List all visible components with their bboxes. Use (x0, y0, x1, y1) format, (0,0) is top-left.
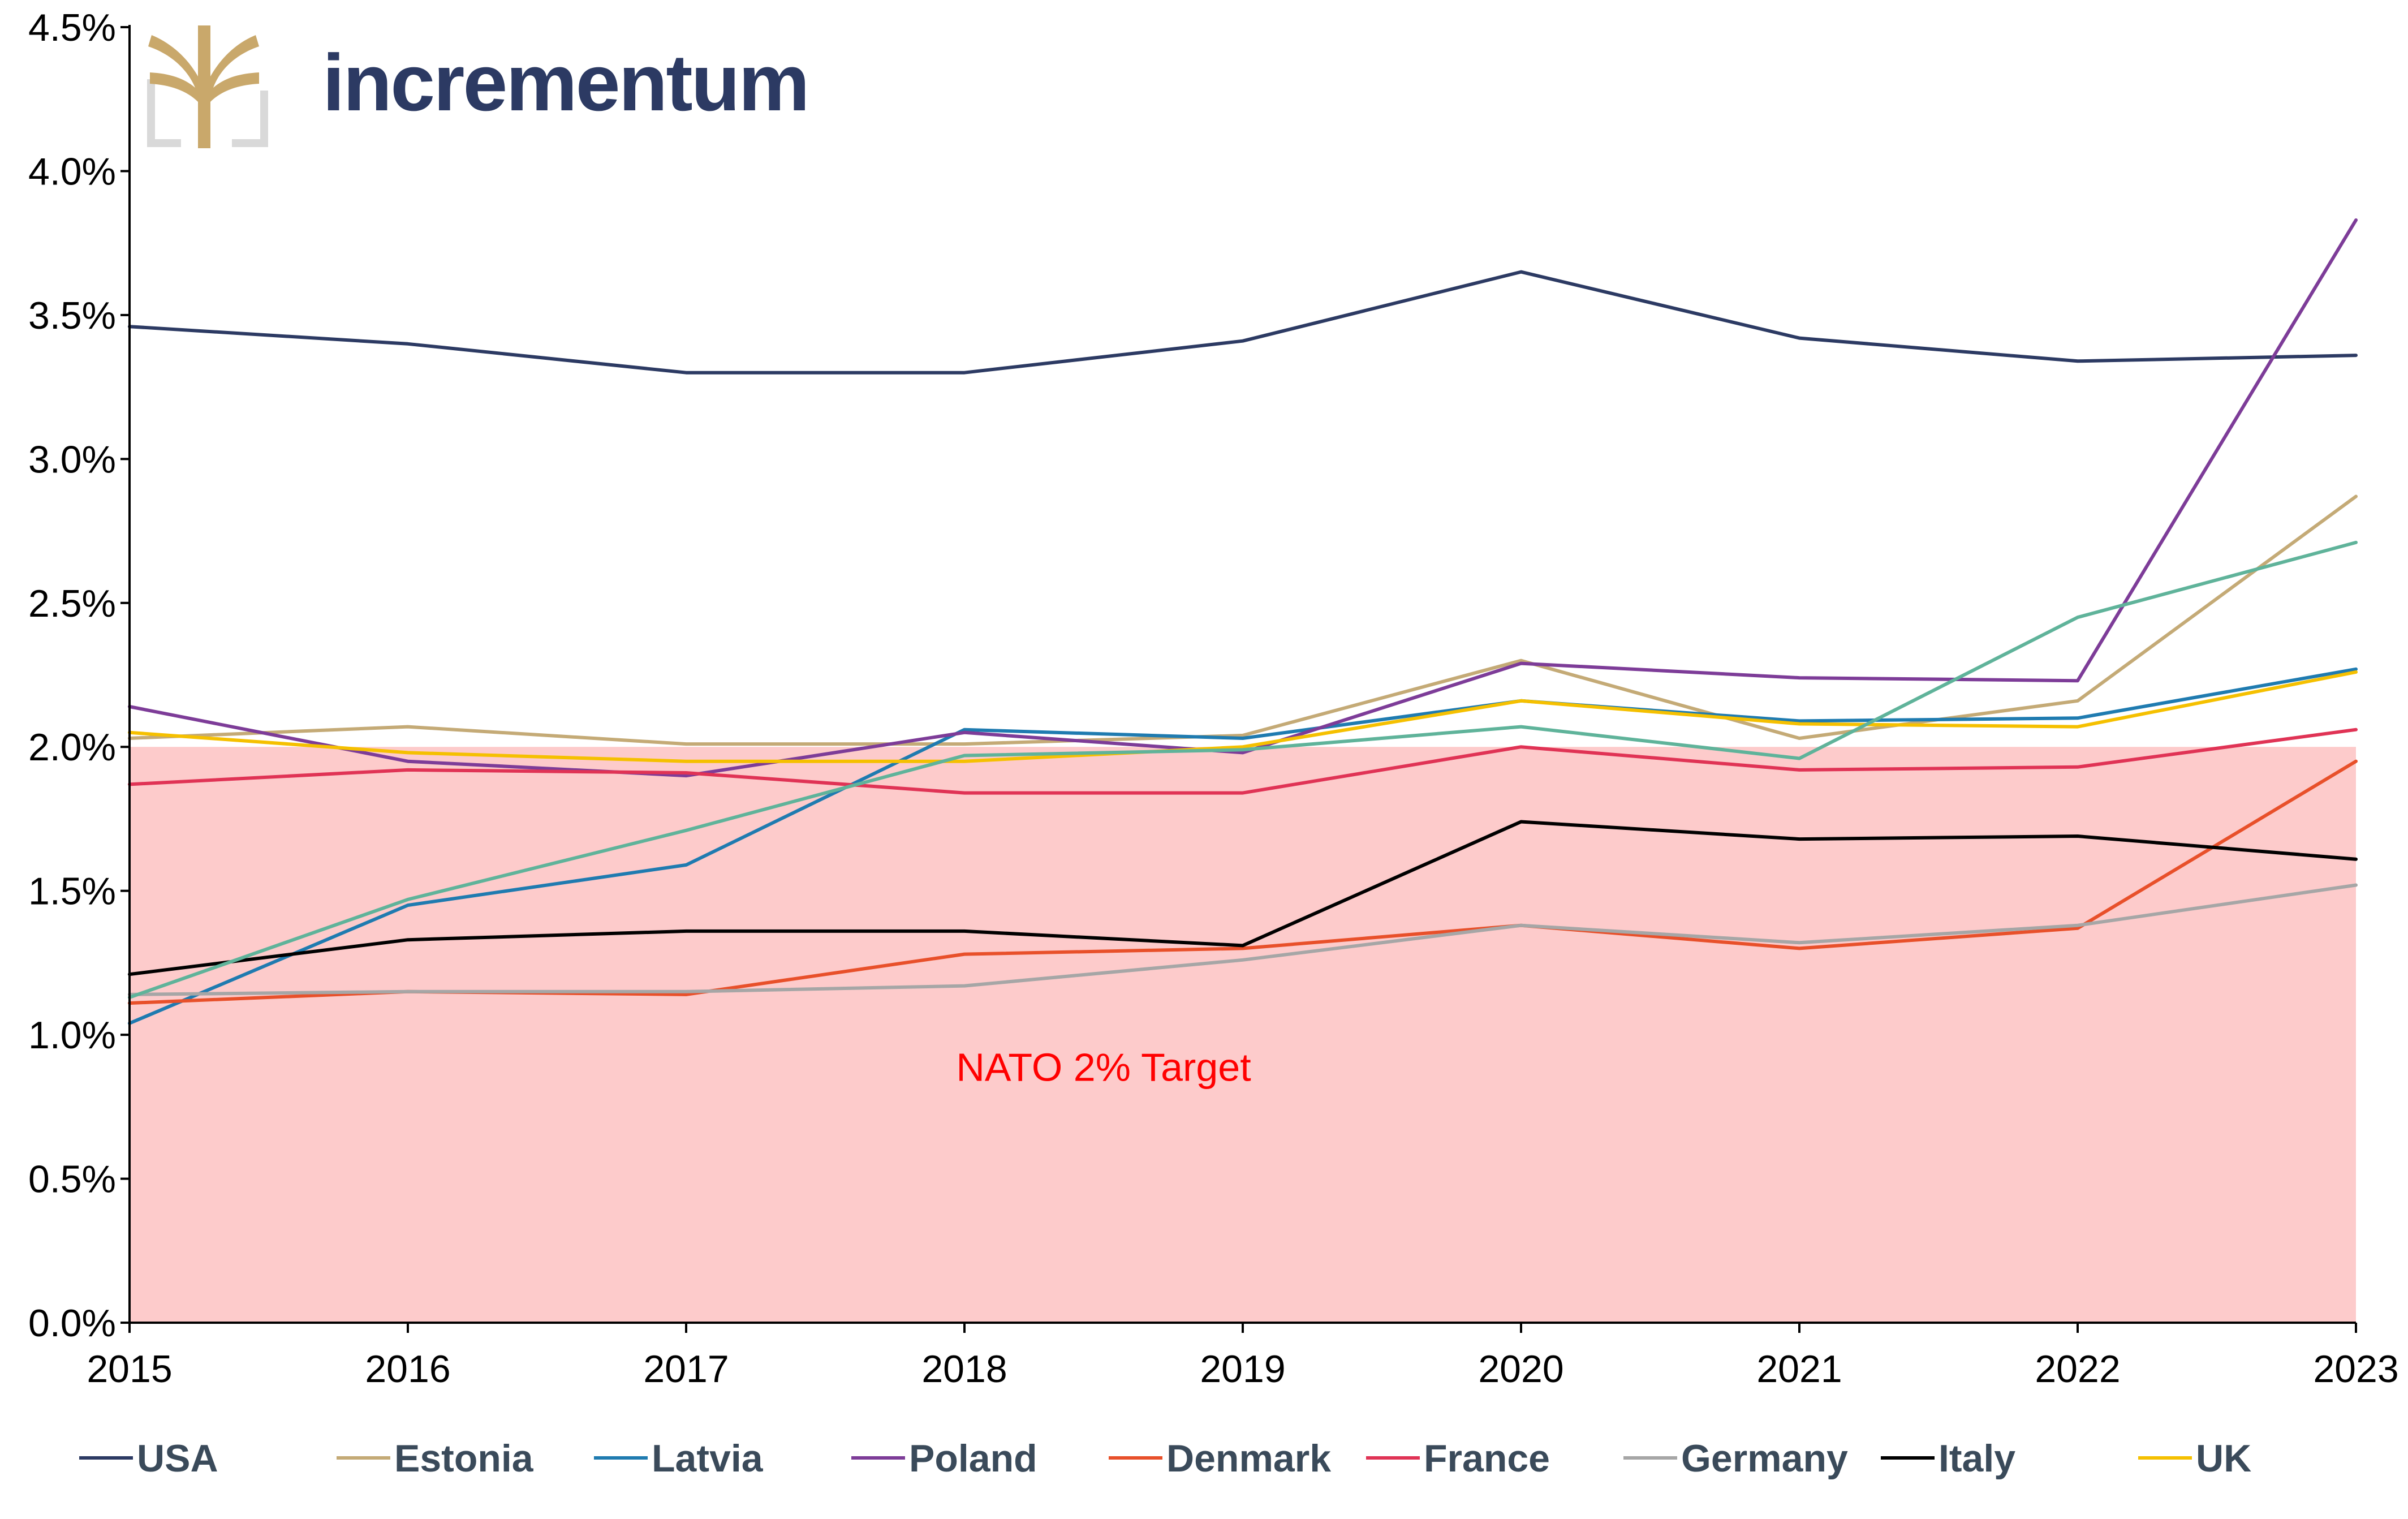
x-tick-label: 2018 (921, 1348, 1007, 1391)
series-line-poland (128, 218, 2358, 778)
series-line-estonia (128, 494, 2358, 746)
y-tick-label: 3.0% (28, 438, 116, 481)
y-tick-label: 3.5% (28, 294, 116, 337)
x-tick-label: 2016 (365, 1348, 450, 1391)
y-tick-label: 2.0% (28, 726, 116, 769)
y-tick-label: 0.0% (28, 1302, 116, 1345)
legend: USA Estonia Latvia Poland Denmark France Germa… (79, 1437, 2251, 1480)
x-tick-label: 2019 (1200, 1348, 1285, 1391)
legend-label-germany: Germany (1681, 1437, 1848, 1480)
y-tick-label: 1.0% (28, 1014, 116, 1057)
series-line-unlabeled-9 (128, 540, 2358, 999)
x-tick-label: 2017 (643, 1348, 729, 1391)
y-tick-label: 0.5% (28, 1158, 116, 1201)
legend-label-italy: Italy (1939, 1437, 2015, 1480)
legend-label-uk: UK (2196, 1437, 2251, 1480)
x-tick-label: 2021 (1756, 1348, 1842, 1391)
x-tick-label: 2020 (1478, 1348, 1563, 1391)
legend-label-usa: USA (137, 1437, 218, 1480)
series-line-germany (128, 883, 2358, 996)
y-tick-label: 4.0% (28, 150, 116, 193)
x-tick-label: 2023 (2313, 1348, 2398, 1391)
brand-name: incrementum (322, 38, 808, 128)
series-line-usa (128, 270, 2358, 375)
series-line-france (128, 728, 2358, 795)
y-tick-label: 1.5% (28, 870, 116, 913)
legend-label-poland: Poland (909, 1437, 1037, 1480)
x-tick-label: 2015 (87, 1348, 172, 1391)
series-line-latvia (128, 667, 2358, 1025)
series-layer (128, 218, 2358, 1025)
legend-label-france: France (1424, 1437, 1550, 1480)
legend-label-estonia: Estonia (394, 1437, 534, 1480)
y-tick-label: 2.5% (28, 582, 116, 625)
brand-logo: incrementum (147, 25, 810, 148)
series-line-italy (128, 820, 2358, 976)
y-axis-ticks: 0.0% 0.5% 1.0% 1.5% 2.0% 2.5% 3.0% 3.5% 4.0% 4.5% (28, 6, 130, 1345)
tree-logo-icon (147, 25, 268, 148)
series-line-uk (128, 670, 2358, 763)
nato-target-label: NATO 2% Target (956, 1045, 1251, 1090)
y-tick-label: 4.5% (28, 6, 116, 49)
legend-label-denmark: Denmark (1166, 1437, 1331, 1480)
x-axis-ticks: 2015 2016 2017 2018 2019 2020 2021 2022 2023 (87, 1323, 2399, 1391)
nato-target-band (130, 747, 2356, 1323)
x-tick-label: 2022 (2035, 1348, 2120, 1391)
legend-label-latvia: Latvia (652, 1437, 764, 1480)
